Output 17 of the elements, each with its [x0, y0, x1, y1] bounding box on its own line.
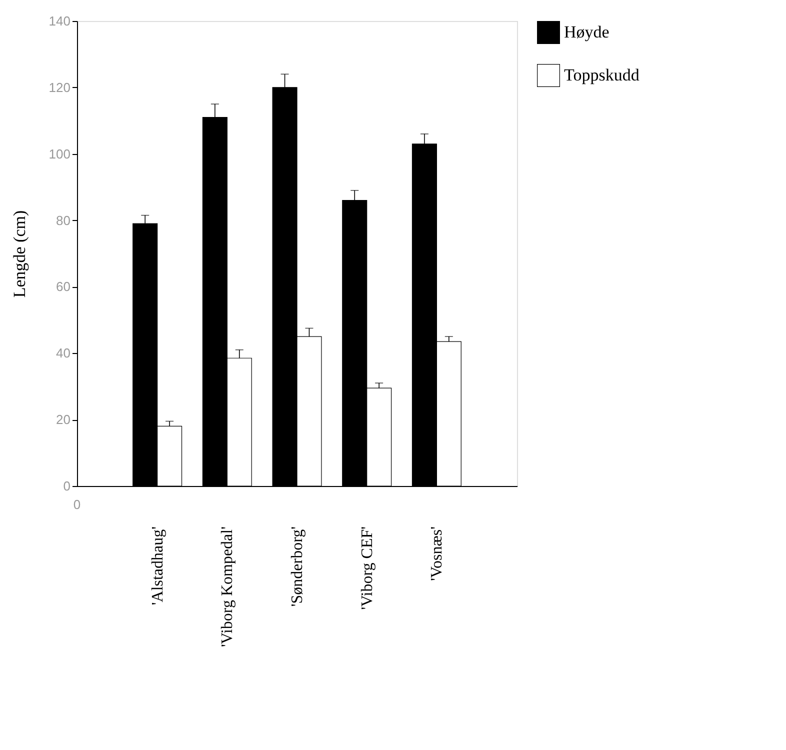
y-tick-label: 20: [56, 412, 70, 428]
x-tick-label: 'Viborg Kompedal': [219, 526, 236, 647]
legend-label: Høyde: [564, 22, 610, 42]
x-tick-label: 'Viborg CEF': [358, 526, 376, 610]
x-tick-label: 'Sønderborg': [289, 526, 306, 607]
y-axis-title: Lengde (cm): [10, 210, 29, 298]
y-tick-label: 140: [48, 14, 70, 28]
y-tick-label: 80: [56, 212, 70, 228]
y-tick-label: 120: [48, 80, 70, 95]
y-tick-label: 40: [56, 346, 70, 361]
x-tick-label: 'Vosnæs': [428, 526, 446, 581]
y-tick-label: 100: [48, 146, 70, 162]
legend-label: Toppskudd: [564, 66, 640, 84]
text: 0: [73, 497, 81, 512]
y-tick-label: 0: [63, 478, 70, 494]
x-tick-label: 'Alstadhaug': [149, 526, 166, 606]
y-tick-label: 60: [56, 279, 70, 294]
